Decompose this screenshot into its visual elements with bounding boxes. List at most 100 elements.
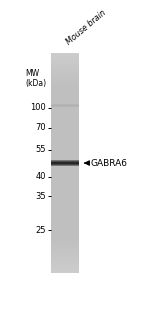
Bar — [51, 146, 79, 147]
Bar — [51, 194, 79, 195]
Bar — [51, 107, 79, 108]
Bar — [51, 261, 79, 262]
Bar — [51, 149, 79, 150]
Bar — [51, 96, 79, 97]
Bar — [51, 208, 79, 209]
Bar — [51, 161, 79, 162]
Bar — [51, 138, 79, 139]
Bar — [51, 174, 79, 175]
Bar — [51, 202, 79, 203]
Bar — [51, 108, 79, 109]
Bar — [51, 271, 79, 272]
Bar — [51, 127, 79, 128]
Bar — [51, 268, 79, 269]
Bar — [51, 83, 79, 84]
Bar — [51, 71, 79, 72]
Bar — [51, 69, 79, 70]
Bar — [51, 157, 79, 158]
Bar — [51, 266, 79, 267]
Bar — [51, 94, 79, 95]
Bar — [51, 204, 79, 205]
Bar — [51, 140, 79, 141]
Bar — [51, 213, 79, 214]
Text: GABRA6: GABRA6 — [91, 159, 128, 168]
Bar — [51, 156, 79, 157]
Bar — [51, 56, 79, 57]
Bar — [51, 210, 79, 211]
Bar — [51, 216, 79, 217]
Bar — [51, 168, 79, 169]
Bar — [51, 195, 79, 196]
Bar — [51, 55, 79, 56]
Bar — [51, 180, 79, 181]
Bar — [51, 150, 79, 151]
Bar — [51, 249, 79, 250]
Bar — [51, 167, 79, 168]
Bar — [51, 164, 79, 165]
Bar — [51, 242, 79, 243]
Bar — [51, 79, 79, 80]
Bar — [51, 100, 79, 101]
Bar — [51, 244, 79, 245]
Bar — [51, 72, 79, 73]
Text: 70: 70 — [35, 123, 46, 132]
Bar — [51, 235, 79, 236]
Bar — [51, 99, 79, 100]
Bar — [51, 75, 79, 76]
Bar — [51, 187, 79, 188]
Text: 40: 40 — [36, 172, 46, 181]
Bar — [51, 54, 79, 55]
Bar — [51, 207, 79, 208]
Bar — [51, 246, 79, 247]
Text: MW
(kDa): MW (kDa) — [26, 69, 47, 88]
Bar — [51, 248, 79, 249]
Bar — [51, 218, 79, 219]
Bar — [51, 267, 79, 268]
Bar — [51, 86, 79, 87]
Bar — [51, 224, 79, 225]
Bar — [51, 264, 79, 265]
Bar — [51, 240, 79, 241]
Bar — [51, 141, 79, 142]
Bar — [51, 209, 79, 210]
Bar — [51, 171, 79, 172]
Bar — [51, 115, 79, 116]
Bar — [51, 62, 79, 63]
Bar — [51, 111, 79, 112]
Bar — [51, 61, 79, 62]
Bar — [51, 197, 79, 198]
Bar — [51, 179, 79, 180]
Bar — [51, 226, 79, 227]
Bar — [51, 160, 79, 161]
Bar — [51, 183, 79, 184]
Bar — [51, 114, 79, 115]
Bar — [51, 250, 79, 251]
Bar — [51, 169, 79, 170]
Bar — [51, 70, 79, 71]
Bar — [51, 177, 79, 178]
Bar — [51, 57, 79, 58]
Bar — [51, 165, 79, 166]
Bar — [51, 233, 79, 234]
Bar — [51, 181, 79, 182]
Bar — [51, 134, 79, 135]
Bar — [51, 190, 79, 191]
Bar — [51, 239, 79, 240]
Bar — [51, 158, 79, 159]
Bar — [51, 112, 79, 113]
Bar — [51, 142, 79, 143]
Bar — [51, 251, 79, 252]
Bar — [51, 85, 79, 86]
Bar — [51, 81, 79, 82]
Bar — [51, 254, 79, 255]
Bar — [51, 217, 79, 218]
Bar — [51, 132, 79, 133]
Bar — [51, 147, 79, 148]
Bar — [51, 60, 79, 61]
Bar — [51, 118, 79, 119]
Bar — [51, 110, 79, 111]
Bar — [51, 212, 79, 213]
Bar — [51, 257, 79, 258]
Bar — [51, 116, 79, 117]
Bar — [51, 185, 79, 186]
